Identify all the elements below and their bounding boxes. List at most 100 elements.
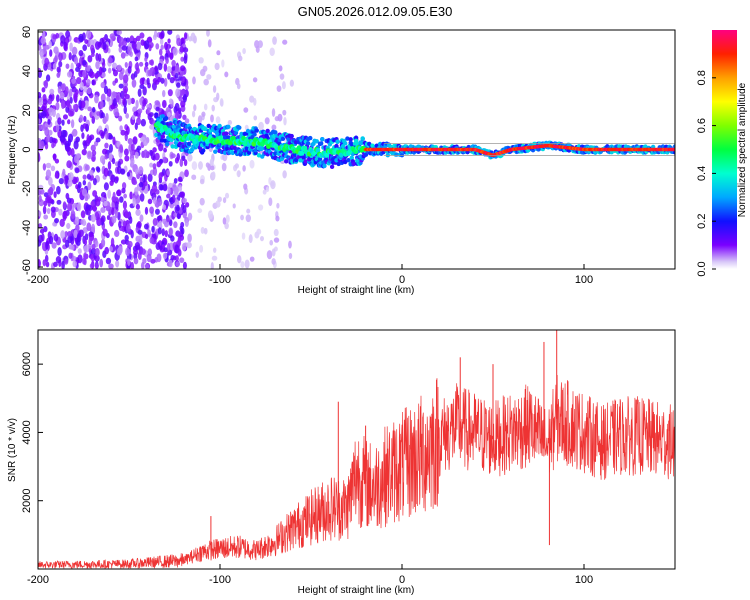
noise-blob	[70, 210, 76, 219]
noise-blob	[183, 32, 188, 40]
noise-blob	[279, 73, 285, 80]
noise-blob	[127, 46, 132, 56]
ridge-spread-cell	[272, 133, 277, 139]
noise-blob	[249, 159, 255, 169]
noise-blob	[155, 43, 160, 50]
noise-blob	[173, 178, 178, 184]
noise-blob	[193, 104, 197, 112]
x-tick-label: -100	[209, 574, 231, 586]
noise-blob	[176, 82, 181, 88]
noise-blob	[135, 199, 139, 205]
noise-blob	[125, 113, 130, 119]
noise-blob	[216, 92, 220, 101]
noise-blob	[120, 129, 126, 136]
ridge-core-cell	[299, 150, 305, 156]
noise-blob	[55, 256, 62, 264]
noise-blob	[60, 230, 66, 239]
noise-blob	[66, 222, 71, 230]
noise-blob	[278, 65, 283, 72]
noise-blob	[105, 257, 112, 265]
noise-blob	[276, 85, 282, 92]
noise-blob	[249, 256, 255, 262]
noise-blob	[246, 208, 251, 214]
ridge-spread-cell	[226, 124, 231, 129]
noise-blob	[61, 119, 65, 126]
noise-blob	[86, 207, 91, 216]
ridge-spread-cell	[345, 136, 350, 141]
noise-blob	[224, 222, 229, 230]
noise-blob	[167, 186, 171, 196]
noise-blob	[38, 259, 41, 269]
noise-blob	[144, 61, 149, 67]
noise-blob	[174, 111, 179, 121]
spectrogram-y-ticks: -60 -40 -20 0 20 40 60	[21, 26, 43, 275]
y-tick-label: -20	[21, 181, 33, 197]
noise-blob	[77, 254, 83, 264]
noise-blob	[82, 69, 87, 78]
noise-blob	[148, 44, 152, 52]
noise-blob	[63, 41, 68, 51]
noise-blob	[83, 85, 88, 93]
ridge-spread-cell	[289, 133, 294, 139]
spectrogram-y-label: Frequency (Hz)	[7, 116, 18, 185]
noise-blob	[87, 106, 92, 112]
noise-blob	[134, 241, 141, 250]
noise-blob	[123, 193, 127, 199]
noise-blob	[161, 109, 165, 116]
noise-blob	[168, 259, 173, 268]
noise-blob	[203, 227, 208, 235]
noise-blob	[121, 45, 128, 51]
noise-blob	[68, 133, 74, 143]
noise-blob	[111, 157, 116, 165]
noise-blob	[158, 158, 164, 164]
ridge-spread-cell	[303, 159, 309, 164]
noise-blob	[215, 200, 221, 208]
noise-blob	[164, 230, 169, 238]
noise-blob	[84, 195, 89, 202]
noise-blob	[112, 69, 119, 77]
noise-blob	[75, 176, 79, 183]
noise-blob	[144, 56, 148, 62]
noise-blob	[56, 72, 61, 78]
noise-blob	[142, 86, 147, 96]
noise-blob	[42, 163, 47, 171]
noise-blob	[147, 198, 153, 205]
noise-blob	[87, 181, 92, 191]
noise-blob	[108, 143, 113, 153]
noise-blob	[131, 79, 137, 88]
noise-blob	[42, 205, 47, 215]
ridge-spread-cell	[346, 157, 351, 163]
noise-blob	[43, 79, 49, 89]
noise-blob	[94, 263, 99, 269]
ridge-spread-cell	[154, 132, 159, 138]
noise-blob	[144, 233, 149, 239]
noise-blob	[191, 161, 198, 171]
noise-blob	[38, 97, 44, 106]
noise-blob	[103, 182, 109, 191]
noise-blob	[69, 42, 73, 52]
x-tick-label: -100	[209, 274, 231, 286]
noise-blob	[134, 151, 139, 159]
noise-blob	[166, 169, 170, 176]
colorbar-tick-label: 0.0	[696, 261, 708, 276]
noise-blob	[184, 169, 189, 178]
noise-blob	[143, 223, 149, 230]
noise-blob	[225, 214, 230, 224]
noise-blob	[199, 197, 205, 206]
noise-blob	[281, 81, 286, 90]
noise-blob	[105, 130, 109, 140]
ridge-spread-cell	[233, 130, 239, 136]
noise-blob	[276, 202, 280, 209]
noise-blob	[66, 160, 72, 169]
noise-blob	[62, 211, 68, 220]
noise-blob	[41, 30, 46, 39]
noise-blob	[203, 78, 209, 86]
noise-blob	[110, 237, 115, 247]
noise-blob	[200, 226, 205, 234]
noise-blob	[83, 239, 88, 246]
noise-blob	[130, 143, 135, 152]
noise-blob	[51, 142, 55, 149]
noise-blob	[253, 115, 258, 121]
ridge-spread-cell	[318, 141, 324, 146]
noise-blob	[104, 153, 109, 160]
